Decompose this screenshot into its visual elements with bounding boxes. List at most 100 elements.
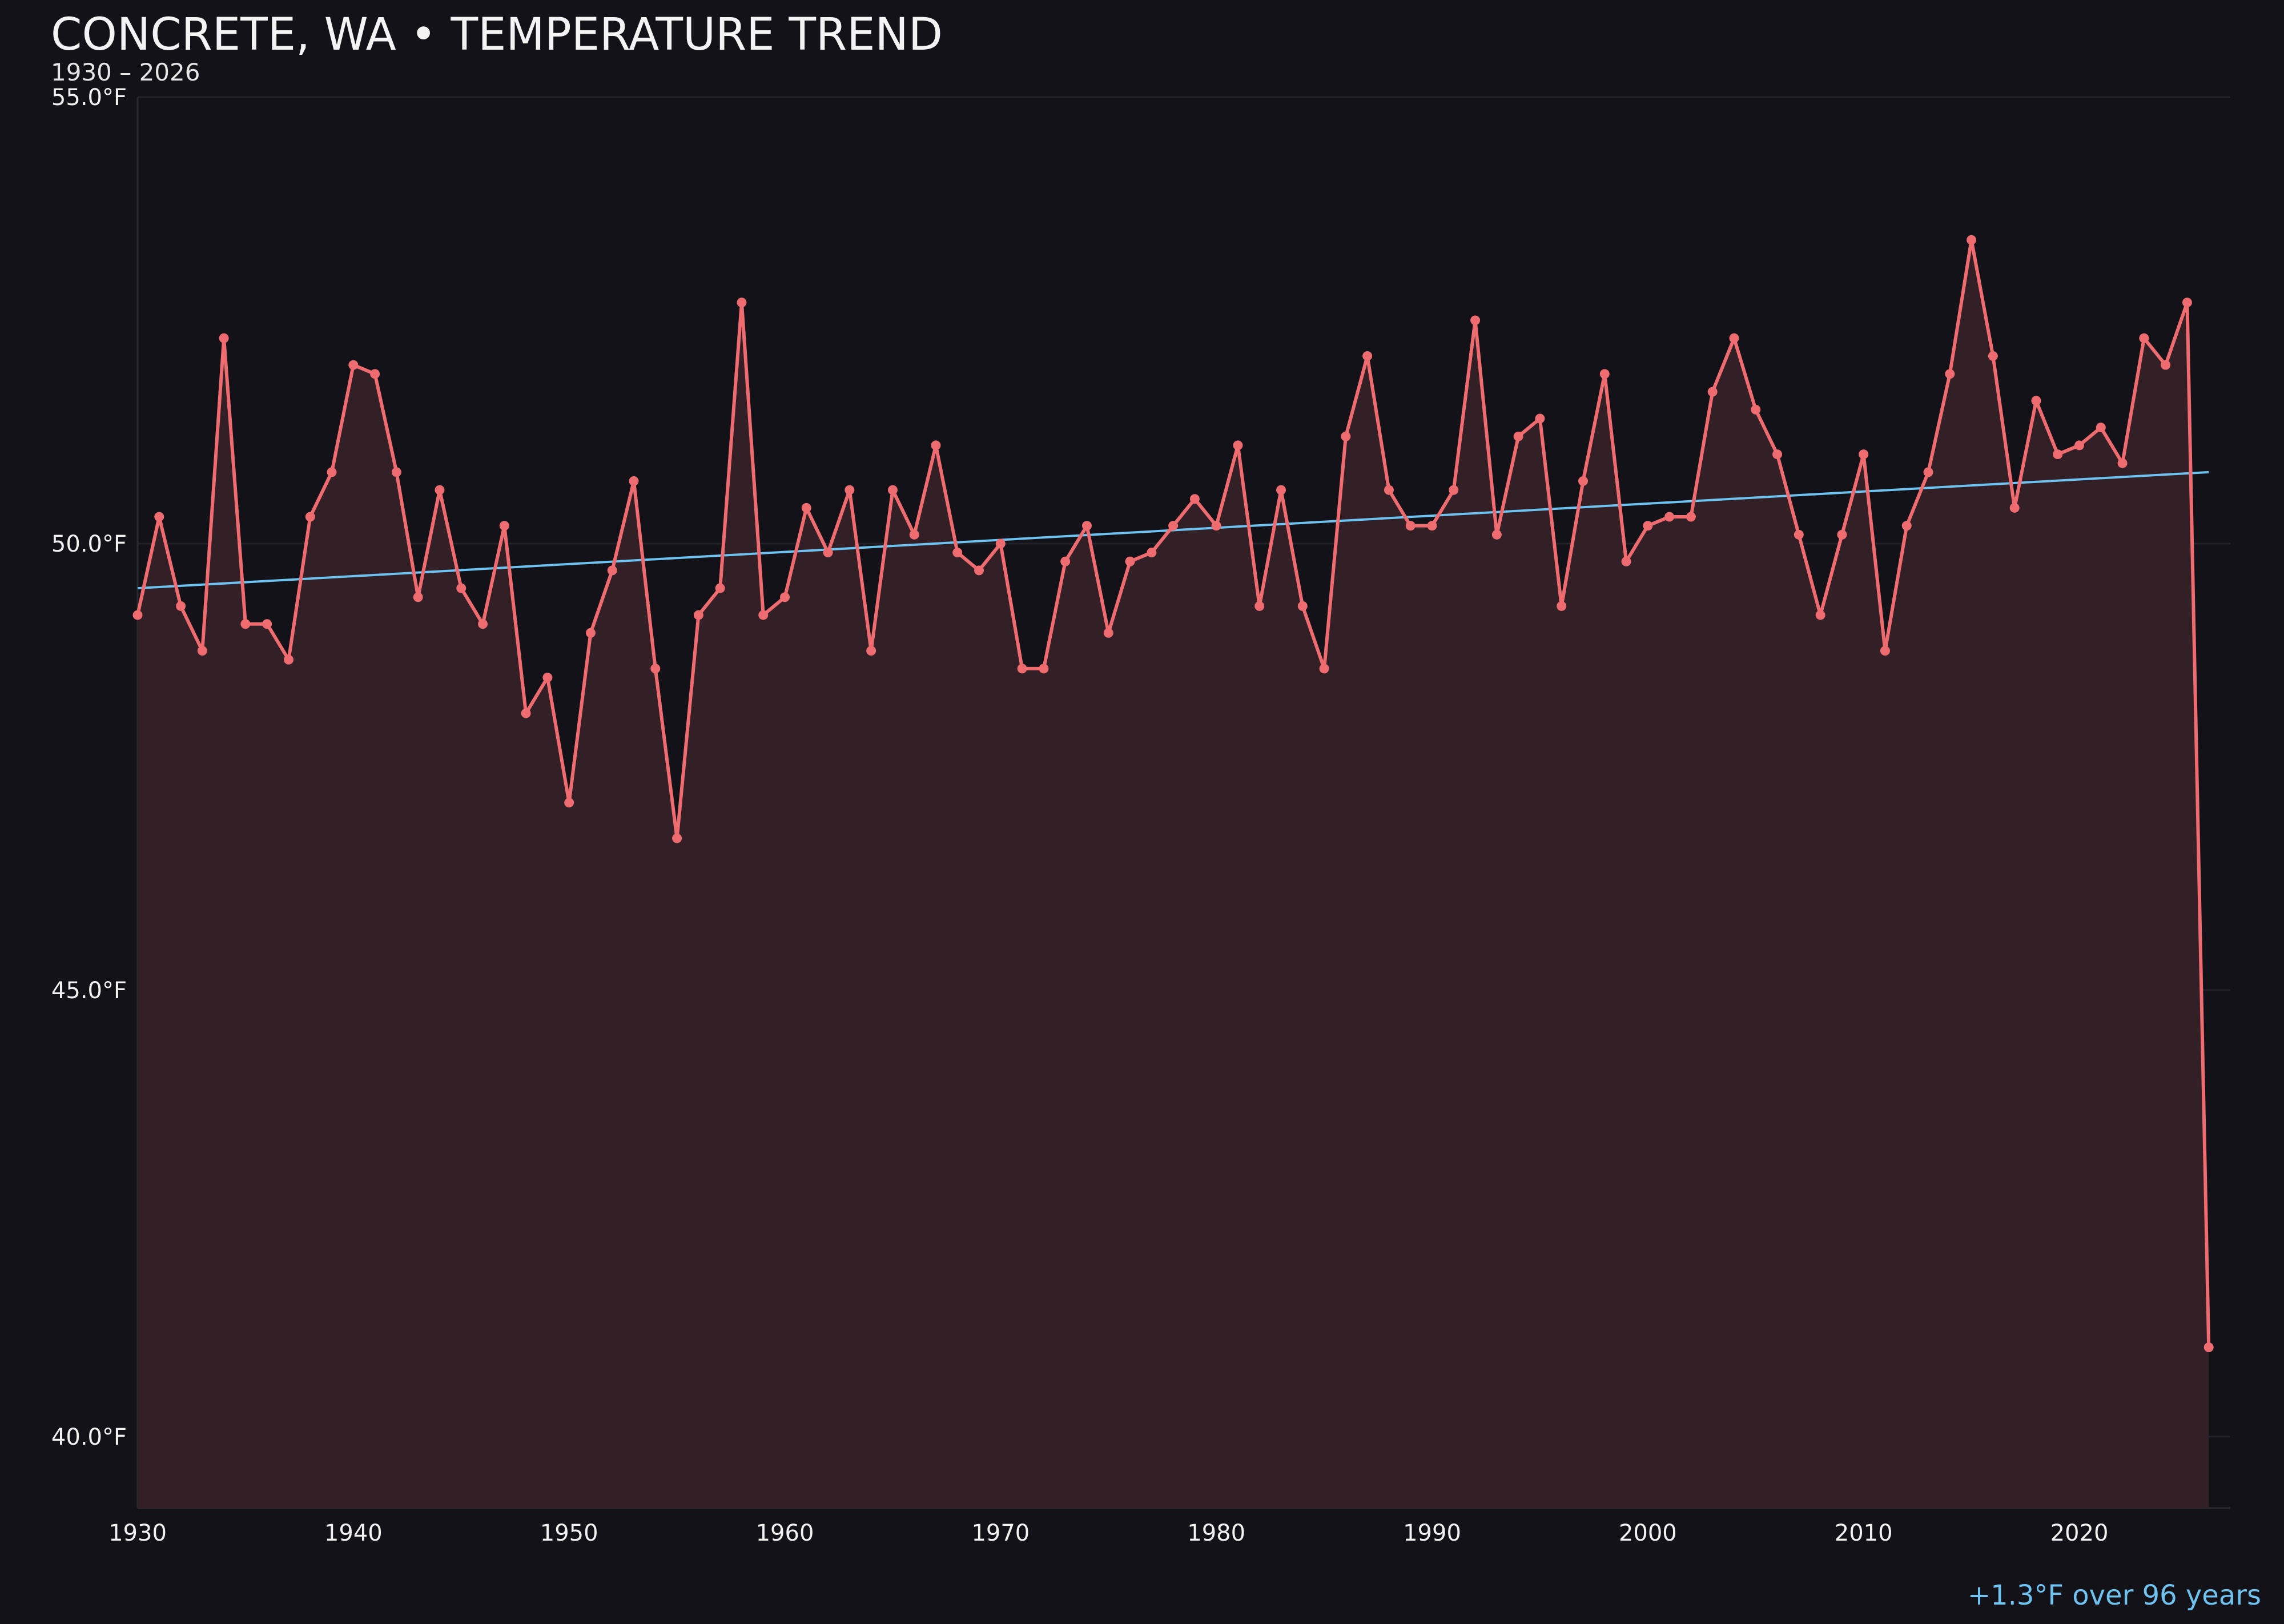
data-point xyxy=(1901,521,1912,531)
data-point xyxy=(1794,529,1804,540)
data-point xyxy=(1643,521,1653,531)
data-point xyxy=(305,512,315,522)
data-point xyxy=(1988,351,1998,361)
data-point xyxy=(1449,485,1459,495)
x-tick-label: 1950 xyxy=(540,1520,598,1546)
data-point xyxy=(1081,521,1092,531)
data-point xyxy=(887,485,898,495)
data-point xyxy=(1557,601,1567,611)
data-point xyxy=(1341,431,1351,441)
data-point xyxy=(154,512,164,522)
data-point xyxy=(1859,449,1869,460)
data-point xyxy=(607,565,617,576)
data-point xyxy=(801,503,811,513)
data-point xyxy=(564,798,574,807)
x-tick-label: 1940 xyxy=(324,1520,383,1546)
data-point xyxy=(1621,556,1631,566)
data-point xyxy=(1427,521,1437,531)
y-tick-label: 40.0°F xyxy=(51,1424,127,1450)
data-point xyxy=(1384,485,1394,495)
data-point xyxy=(132,610,143,620)
data-point xyxy=(1233,440,1243,451)
data-point xyxy=(456,583,467,593)
data-point xyxy=(2139,333,2149,343)
data-point xyxy=(737,298,747,308)
data-point xyxy=(2031,396,2041,406)
area-fill xyxy=(138,240,2209,1509)
data-point xyxy=(499,521,509,531)
data-point xyxy=(240,619,251,629)
y-tick-labels: 55.0°F 50.0°F 45.0°F 40.0°F xyxy=(51,85,127,1450)
data-point xyxy=(823,548,833,558)
data-point xyxy=(197,646,207,656)
data-point xyxy=(2117,458,2128,468)
data-point xyxy=(1664,512,1675,522)
x-tick-label: 2000 xyxy=(1619,1520,1677,1546)
data-point xyxy=(2009,503,2020,513)
data-point xyxy=(1060,556,1071,566)
data-point xyxy=(2182,298,2192,308)
data-point xyxy=(1751,404,1761,415)
x-tick-label: 1970 xyxy=(971,1520,1030,1546)
data-point xyxy=(1815,610,1825,620)
data-point xyxy=(1578,476,1588,486)
data-point xyxy=(1362,351,1373,361)
data-point xyxy=(693,610,703,620)
x-tick-label: 2010 xyxy=(1835,1520,1893,1546)
x-tick-label: 1960 xyxy=(756,1520,814,1546)
data-point xyxy=(909,529,919,540)
data-point xyxy=(1103,628,1113,638)
data-point xyxy=(521,708,531,718)
y-tick-label: 50.0°F xyxy=(51,531,127,557)
data-point xyxy=(995,538,1006,549)
data-point xyxy=(1319,664,1329,674)
data-point xyxy=(1039,664,1049,674)
data-point xyxy=(2096,423,2106,433)
chart-subtitle: 1930 – 2026 xyxy=(51,58,200,86)
data-point xyxy=(1513,431,1523,441)
data-point xyxy=(2074,440,2085,451)
x-tick-labels: 1930 1940 1950 1960 1970 1980 1990 2000 2010 2020 xyxy=(108,1520,2108,1546)
data-point xyxy=(2161,360,2171,370)
data-point xyxy=(931,440,941,451)
data-point xyxy=(370,369,380,379)
data-point xyxy=(327,467,337,477)
data-point xyxy=(1729,333,1739,343)
data-point xyxy=(780,592,790,602)
y-tick-label: 55.0°F xyxy=(51,85,127,111)
data-point xyxy=(348,360,359,370)
data-point xyxy=(629,476,639,486)
data-point xyxy=(542,673,553,683)
data-point xyxy=(1168,521,1179,531)
data-point xyxy=(672,833,682,843)
data-point xyxy=(952,548,963,558)
x-tick-label: 2020 xyxy=(2050,1520,2109,1546)
data-point xyxy=(2053,449,2063,460)
data-point xyxy=(391,467,401,477)
data-point xyxy=(1276,485,1286,495)
data-point xyxy=(219,333,229,343)
data-point xyxy=(1017,664,1027,674)
data-point xyxy=(1254,601,1265,611)
data-point xyxy=(1491,529,1502,540)
data-point xyxy=(435,485,445,495)
data-points xyxy=(132,235,2214,1352)
data-point xyxy=(715,583,725,593)
data-point xyxy=(283,654,293,665)
data-point xyxy=(1535,413,1545,424)
x-tick-label: 1980 xyxy=(1187,1520,1245,1546)
data-point xyxy=(1686,512,1696,522)
data-point xyxy=(585,628,596,638)
chart-title: CONCRETE, WA • TEMPERATURE TREND xyxy=(51,9,943,61)
data-point xyxy=(866,646,876,656)
data-point xyxy=(1211,521,1221,531)
area-under-line xyxy=(138,240,2209,1509)
y-tick-label: 45.0°F xyxy=(51,978,127,1004)
data-point xyxy=(1470,315,1481,325)
data-point xyxy=(758,610,769,620)
data-point xyxy=(413,592,423,602)
data-point xyxy=(1945,369,1955,379)
data-point xyxy=(1147,548,1157,558)
data-point xyxy=(176,601,186,611)
